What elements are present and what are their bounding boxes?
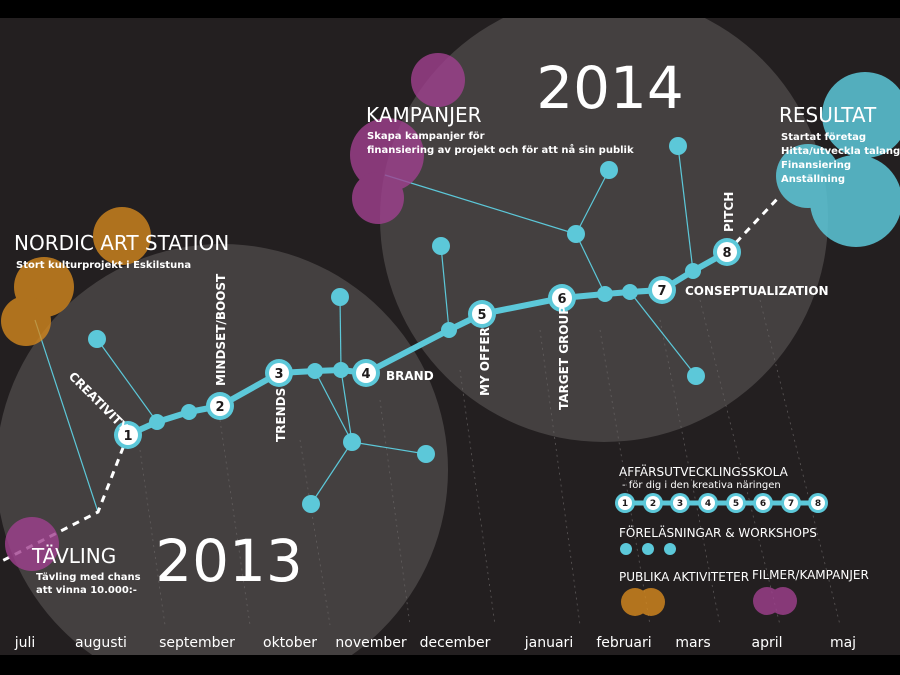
month-mars: mars — [675, 635, 710, 651]
step-node-8: 8 — [713, 238, 741, 266]
year-2014-circle — [380, 18, 828, 442]
step-label-conseptualization: CONSEPTUALIZATION — [685, 284, 829, 298]
step-number-1: 1 — [123, 429, 132, 444]
kampanjer-line2: finansiering av projekt och för att nå s… — [367, 143, 634, 156]
step-label-my-offer: MY OFFER — [478, 327, 492, 396]
month-oktober: oktober — [263, 635, 317, 651]
legend-public: PUBLIKA AKTIVITETER — [619, 570, 749, 584]
nordic-title: NORDIC ART STATION — [14, 231, 229, 255]
film-campaign-circles — [5, 53, 465, 571]
tavling-title: TÄVLING — [31, 544, 116, 568]
kampanjer-title: KAMPANJER — [366, 103, 482, 127]
month-december: december — [420, 635, 491, 651]
legend-school-title: AFFÄRSUTVECKLINGSSKOLA — [619, 464, 789, 479]
step-number-2: 2 — [215, 400, 224, 415]
legend-school-sub: - för dig i den kreativa näringen — [622, 480, 781, 491]
step-node-4: 4 — [352, 359, 380, 387]
month-april: april — [751, 635, 782, 651]
step-number-4: 4 — [361, 367, 370, 382]
legend-films: FILMER/KAMPANJER — [752, 568, 869, 582]
year-label-2013: 2013 — [155, 527, 303, 595]
month-maj: maj — [830, 635, 856, 651]
month-juli: juli — [14, 635, 36, 651]
legend-film-circles — [753, 587, 797, 615]
legend-workshops: FÖRELÄSNINGAR & WORKSHOPS — [619, 524, 817, 540]
month-axis: juli augusti september oktober november … — [14, 635, 856, 651]
legend-num-2: 2 — [650, 499, 656, 509]
step-node-7: 7 — [648, 276, 676, 304]
legend-num-3: 3 — [677, 499, 683, 509]
connector-lines — [34, 145, 697, 513]
month-guides — [139, 299, 841, 626]
step-node-3: 3 — [265, 359, 293, 387]
legend-num-4: 4 — [705, 499, 711, 509]
dashed-paths — [0, 194, 782, 564]
step-node-2: 2 — [206, 392, 234, 420]
step-label-mindset: MINDSET/BOOST — [214, 273, 228, 386]
step-number-3: 3 — [274, 367, 283, 382]
year-2013-circle — [0, 244, 448, 655]
month-september: september — [159, 635, 235, 651]
step-number-7: 7 — [657, 284, 666, 299]
step-label-target-group: TARGET GROUP — [557, 306, 571, 410]
step-label-brand: BRAND — [386, 369, 434, 383]
legend-workshop-dots — [620, 543, 676, 555]
legend-num-1: 1 — [622, 499, 628, 509]
legend-school-nodes: 1 2 3 4 5 6 7 8 — [615, 493, 828, 513]
tavling-line1: Tävling med chans — [36, 572, 141, 583]
resultat-title: RESULTAT — [779, 103, 877, 127]
resultat-item-1: Startat företag — [781, 132, 866, 143]
month-februari: februari — [596, 635, 651, 651]
step-node-5: 5 — [468, 300, 496, 328]
step-node-6: 6 — [548, 284, 576, 312]
workshop-dots — [88, 137, 705, 513]
month-november: november — [335, 635, 406, 651]
legend-public-circles — [621, 588, 665, 616]
step-number-5: 5 — [477, 308, 486, 323]
main-path — [125, 249, 730, 438]
public-activity-circles — [1, 207, 151, 346]
legend-num-7: 7 — [788, 499, 794, 509]
step-label-pitch: PITCH — [722, 192, 736, 232]
tavling-line2: att vinna 10.000:- — [36, 585, 137, 596]
nordic-subtitle: Stort kulturprojekt i Eskilstuna — [16, 260, 191, 271]
step-node-1: 1 — [114, 421, 142, 449]
year-label-2014: 2014 — [536, 54, 684, 122]
resultat-item-2: Hitta/utveckla talang — [781, 146, 900, 157]
month-augusti: augusti — [75, 635, 127, 651]
step-label-trends: TRENDS — [274, 388, 288, 442]
resultat-item-4: Anställning — [781, 174, 845, 185]
result-circles — [776, 72, 900, 247]
legend-num-5: 5 — [733, 499, 739, 509]
kampanjer-line1: Skapa kampanjer för — [367, 131, 485, 142]
resultat-item-3: Finansiering — [781, 160, 851, 171]
step-number-8: 8 — [722, 246, 731, 261]
step-number-6: 6 — [557, 292, 566, 307]
legend: AFFÄRSUTVECKLINGSSKOLA - för dig i den k… — [615, 464, 869, 616]
legend-num-8: 8 — [815, 499, 821, 509]
month-januari: januari — [524, 635, 573, 651]
legend-num-6: 6 — [760, 499, 766, 509]
